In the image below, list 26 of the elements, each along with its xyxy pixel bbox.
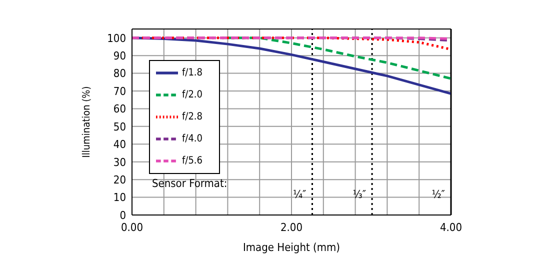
- legend-label: f/4.0: [182, 134, 202, 145]
- legend-label: f/2.8: [182, 112, 202, 123]
- y-tick-label: 10: [113, 191, 126, 204]
- ref-line-label: ¼″: [292, 188, 307, 201]
- y-tick-label: 0: [120, 208, 126, 222]
- y-tick-label: 20: [113, 173, 126, 186]
- annotation: Sensor Format:: [152, 177, 228, 190]
- x-axis-title: Image Height (mm): [242, 241, 340, 254]
- y-tick-label: 60: [113, 102, 126, 116]
- y-tick-label: 70: [113, 84, 126, 98]
- line-series: [226, 36, 451, 80]
- y-tick-label: 40: [113, 138, 126, 152]
- y-tick-label: 90: [113, 49, 126, 62]
- ref-line-label: ½″: [432, 188, 446, 201]
- y-tick-label: 80: [113, 67, 126, 80]
- legend-label: f/2.0: [182, 90, 202, 101]
- y-tick-label: 30: [113, 156, 126, 169]
- y-axis-title: Illumination (%): [82, 86, 93, 158]
- x-tick-label: 0.00: [120, 220, 144, 234]
- y-tick-label: 50: [113, 120, 126, 134]
- ref-line-label: ⅓″: [352, 188, 366, 201]
- legend-label: f/1.8: [182, 68, 202, 79]
- y-tick-label: 100: [107, 32, 126, 45]
- x-tick-label: 4.00: [440, 220, 462, 234]
- x-tick-label: 2.00: [280, 220, 303, 234]
- legend-label: f/5.6: [182, 156, 202, 167]
